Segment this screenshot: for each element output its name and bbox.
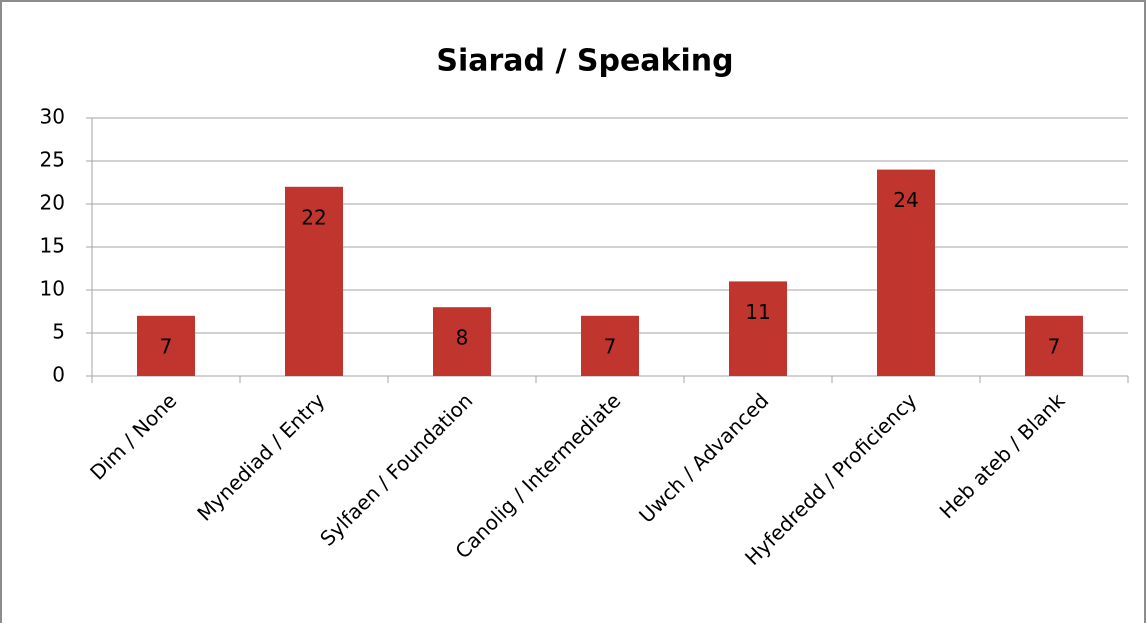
y-tick-label: 20 xyxy=(40,191,65,215)
bar xyxy=(729,281,787,376)
bar xyxy=(581,315,639,376)
bar xyxy=(433,307,491,376)
chart-title: Siarad / Speaking xyxy=(436,44,733,79)
data-label: 7 xyxy=(160,334,173,358)
data-label: 22 xyxy=(301,205,326,229)
y-tick-label: 25 xyxy=(40,148,65,172)
bar xyxy=(1025,315,1083,376)
data-label: 11 xyxy=(745,300,770,324)
data-label: 7 xyxy=(604,334,617,358)
data-label: 8 xyxy=(456,326,469,350)
y-tick-label: 30 xyxy=(40,105,65,129)
y-tick-label: 0 xyxy=(52,363,65,387)
y-tick-label: 10 xyxy=(40,277,65,301)
y-tick-label: 15 xyxy=(40,234,65,258)
y-tick-label: 5 xyxy=(52,320,65,344)
bar xyxy=(285,186,343,376)
data-label: 24 xyxy=(893,188,918,212)
data-label: 7 xyxy=(1048,334,1061,358)
bar xyxy=(137,315,195,376)
bar xyxy=(877,169,935,376)
